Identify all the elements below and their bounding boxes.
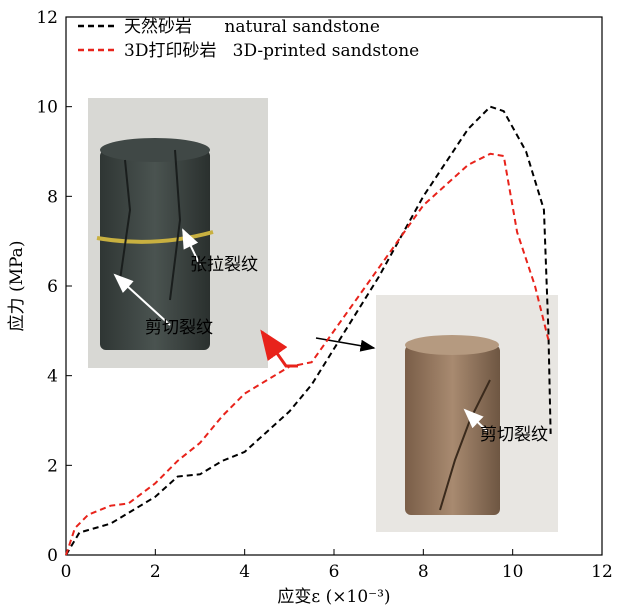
x-tick-label: 6 [329, 562, 340, 582]
pointer-arrow [182, 228, 201, 266]
brown-specimen [405, 345, 500, 515]
y-tick-label: 6 [47, 277, 58, 297]
annotation: 张拉裂纹 [190, 255, 258, 275]
pointer-arrow [260, 329, 298, 368]
pointer-arrow [113, 273, 171, 326]
x-tick-label: 4 [239, 562, 250, 582]
pointer-arrow [315, 337, 376, 352]
grey-specimen [100, 150, 210, 350]
y-tick-label: 12 [36, 8, 58, 28]
x-tick-label: 10 [502, 562, 524, 582]
y-tick-label: 2 [47, 456, 58, 476]
y-tick-label: 8 [47, 187, 58, 207]
specimen-top [100, 138, 210, 162]
y-tick-label: 0 [47, 546, 58, 566]
pointer-arrow [463, 408, 489, 433]
x-tick-label: 8 [418, 562, 429, 582]
data-line [65, 105, 552, 556]
legend-label: 3D打印砂岩 3D-printed sandstone [124, 41, 419, 61]
x-axis-label: 应变ε (×10⁻³) [277, 587, 390, 607]
y-axis-label: 应力 (MPa) [7, 241, 27, 332]
x-tick-label: 0 [61, 562, 72, 582]
y-tick-label: 10 [36, 98, 58, 118]
x-tick-label: 12 [591, 562, 613, 582]
x-tick-label: 2 [150, 562, 161, 582]
annotation: 剪切裂纹 [480, 425, 548, 445]
photos [88, 98, 558, 532]
data-line [65, 152, 550, 556]
crack [439, 379, 491, 511]
crack [119, 149, 182, 301]
specimen-top [405, 335, 499, 355]
annotation: 剪切裂纹 [145, 318, 213, 338]
y-tick-label: 4 [47, 367, 58, 387]
rubber-band [96, 230, 214, 244]
legend-label: 天然砂岩 natural sandstone [124, 17, 380, 37]
